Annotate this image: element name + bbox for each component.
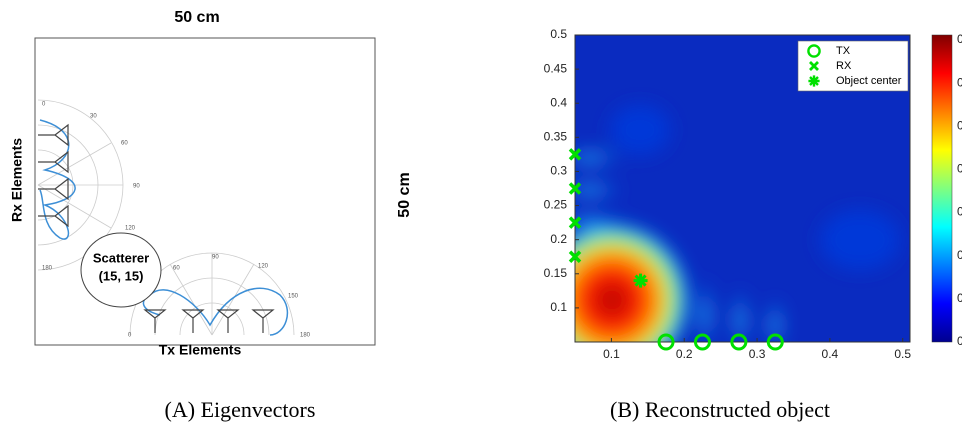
polar-label: 60 xyxy=(173,266,180,272)
x-tick-label: 0.4 xyxy=(822,347,839,361)
x-label: Tx Elements xyxy=(159,342,242,358)
y-tick-label: 0.2 xyxy=(550,232,567,246)
y-tick-label: 0.45 xyxy=(544,61,568,75)
colorbar-label: 0 xyxy=(957,248,962,262)
center-marker xyxy=(633,273,648,288)
legend: TX RX Object center xyxy=(797,40,909,92)
frame xyxy=(34,37,376,346)
legend-label: RX xyxy=(836,60,852,72)
scatterer-coords: (15, 15) xyxy=(99,268,144,283)
rx-marker xyxy=(568,216,582,229)
y-label: Rx Elements xyxy=(9,138,25,222)
y-tick-label: 0.5 xyxy=(550,27,567,41)
y-tick-label: 0.4 xyxy=(550,95,567,109)
polar-label: 120 xyxy=(125,226,136,232)
polar-label: 180 xyxy=(42,266,53,272)
colorbar-label: 0 xyxy=(957,205,962,219)
tx-marker xyxy=(693,333,711,351)
polar-label: 180 xyxy=(300,333,311,339)
rx-polar-grid xyxy=(37,99,124,271)
colorbar-label: 0 xyxy=(957,75,962,89)
center-marker xyxy=(808,75,820,87)
scatterer-label: Scatterer xyxy=(93,250,149,265)
y-tick-label: 0.15 xyxy=(544,266,568,280)
polar-label: 90 xyxy=(133,184,140,190)
x-tick-label: 0.3 xyxy=(749,347,766,361)
tx-marker xyxy=(766,333,784,351)
legend-label: TX xyxy=(836,45,851,57)
y-tick-label: 0.3 xyxy=(550,164,567,178)
y-tick-label: 0.35 xyxy=(544,130,568,144)
tx-antennas xyxy=(143,309,275,333)
polar-label: 120 xyxy=(258,264,269,270)
colorbar-label: 0 xyxy=(957,118,962,132)
polar-label: 90 xyxy=(212,255,219,261)
caption-a: (A) Eigenvectors xyxy=(165,397,316,422)
polar-label: 60 xyxy=(121,141,128,147)
caption-b: (B) Reconstructed object xyxy=(610,397,830,422)
rx-marker xyxy=(568,148,582,161)
colorbar-label: 0 xyxy=(957,291,962,305)
colorbar-label: 0 xyxy=(957,334,962,348)
rx-antennas xyxy=(38,123,69,228)
right-label: 50 cm xyxy=(396,172,413,217)
polar-label: 0 xyxy=(42,102,46,108)
polar-label: 150 xyxy=(288,294,299,300)
tx-marker xyxy=(730,333,748,351)
x-tick-label: 0.1 xyxy=(603,347,620,361)
x-tick-label: 0.5 xyxy=(894,347,911,361)
polar-label: 30 xyxy=(90,114,97,120)
panel-b: (B) Reconstructed object xyxy=(574,34,953,422)
scatterer-circle xyxy=(80,232,162,308)
tx-marker xyxy=(807,44,821,58)
legend-label: Object center xyxy=(836,75,902,87)
rx-marker xyxy=(568,250,582,263)
y-tick-label: 0.25 xyxy=(544,198,568,212)
colorbar xyxy=(931,34,953,343)
panel-a: 50 cm 50 cm Rx Elements Tx Elements Scat… xyxy=(9,9,414,422)
y-tick-label: 0.1 xyxy=(550,300,567,314)
top-label: 50 cm xyxy=(174,9,219,26)
polar-label: 0 xyxy=(128,333,132,339)
rx-marker xyxy=(568,182,582,195)
tx-marker xyxy=(657,333,675,351)
colorbar-label: 0 xyxy=(957,32,962,46)
colorbar-label: 0 xyxy=(957,162,962,176)
x-tick-label: 0.2 xyxy=(676,347,693,361)
rx-marker xyxy=(809,61,819,71)
